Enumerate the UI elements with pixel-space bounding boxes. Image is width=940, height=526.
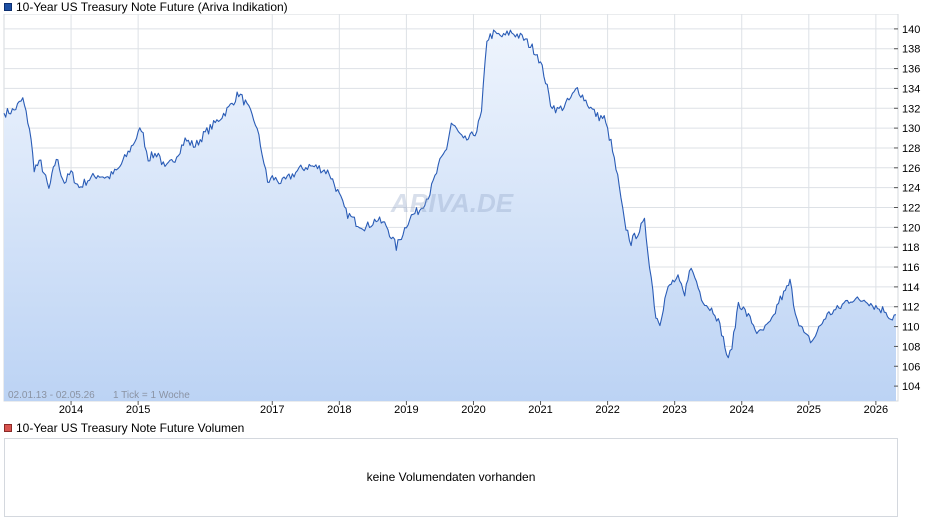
y-tick-label: 140 bbox=[902, 24, 920, 36]
y-tick-label: 116 bbox=[902, 262, 920, 274]
x-tick-label: 2018 bbox=[327, 404, 351, 416]
y-tick-label: 104 bbox=[902, 381, 920, 393]
x-tick-label: 2021 bbox=[528, 404, 552, 416]
price-line bbox=[3, 29, 897, 359]
x-tick-label: 2022 bbox=[595, 404, 619, 416]
y-tick-label: 134 bbox=[902, 83, 920, 95]
price-legend: 10-Year US Treasury Note Future (Ariva I… bbox=[4, 0, 288, 14]
volume-legend: 10-Year US Treasury Note Future Volumen bbox=[4, 421, 244, 435]
y-tick-label: 112 bbox=[902, 302, 920, 314]
volume-panel: keine Volumendaten vorhanden bbox=[4, 438, 898, 517]
y-tick-label: 130 bbox=[902, 123, 920, 135]
price-legend-swatch bbox=[4, 3, 12, 11]
x-tick-label: 2017 bbox=[260, 404, 284, 416]
y-tick-label: 138 bbox=[902, 44, 920, 56]
x-tick-label: 2015 bbox=[126, 404, 150, 416]
price-chart[interactable]: ARIVA.DE 02.01.13 - 02.05.26 1 Tick = 1 … bbox=[0, 14, 940, 419]
y-tick-label: 110 bbox=[902, 322, 920, 334]
x-tick-label: 2023 bbox=[662, 404, 686, 416]
y-tick-label: 124 bbox=[902, 183, 920, 195]
tick-info-label: 1 Tick = 1 Woche bbox=[113, 390, 190, 401]
volume-legend-swatch bbox=[4, 424, 12, 432]
x-tick-label: 2024 bbox=[729, 404, 753, 416]
x-axis: 2014 2015 2017 2018 2019 2020 2021 2022 2023 2024… bbox=[59, 401, 888, 416]
y-tick-label: 114 bbox=[902, 282, 920, 294]
x-tick-label: 2019 bbox=[394, 404, 418, 416]
y-tick-label: 120 bbox=[902, 222, 920, 234]
price-area bbox=[4, 30, 896, 401]
watermark-logo: ARIVA.DE bbox=[390, 188, 514, 218]
y-tick-label: 126 bbox=[902, 163, 920, 175]
y-tick-label: 122 bbox=[902, 203, 920, 215]
y-tick-label: 118 bbox=[902, 242, 920, 254]
period-label: 02.01.13 - 02.05.26 bbox=[8, 390, 95, 401]
y-axis: 104 106 108 110 112 114 116 118 120 122 124 126 128 1… bbox=[894, 24, 920, 393]
y-tick-label: 106 bbox=[902, 361, 920, 373]
volume-legend-label: 10-Year US Treasury Note Future Volumen bbox=[16, 421, 245, 435]
y-tick-label: 128 bbox=[902, 143, 920, 155]
y-tick-label: 132 bbox=[902, 103, 920, 115]
x-tick-label: 2014 bbox=[59, 404, 83, 416]
price-legend-label: 10-Year US Treasury Note Future (Ariva I… bbox=[16, 0, 288, 14]
y-tick-label: 136 bbox=[902, 64, 920, 76]
y-tick-label: 108 bbox=[902, 341, 920, 353]
x-tick-label: 2026 bbox=[864, 404, 888, 416]
volume-empty-message: keine Volumendaten vorhanden bbox=[366, 470, 536, 484]
x-tick-label: 2020 bbox=[461, 404, 485, 416]
x-tick-label: 2025 bbox=[797, 404, 821, 416]
